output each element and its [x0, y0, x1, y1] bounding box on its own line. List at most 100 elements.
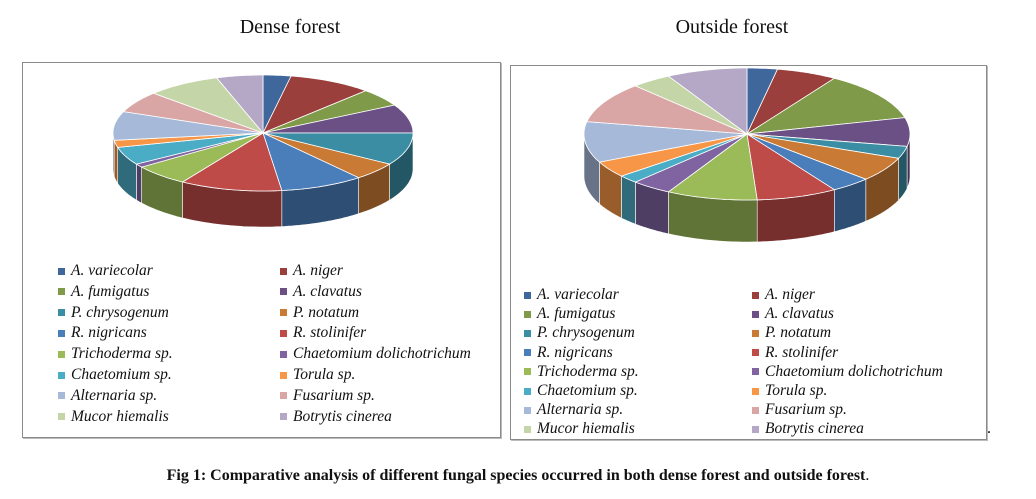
- legend-label: R. nigricans: [537, 343, 613, 361]
- legend-label: R. stolinifer: [293, 324, 367, 342]
- legend-label: P. chrysogenum: [71, 303, 169, 321]
- legend-label: A. variecolar: [537, 286, 619, 303]
- legend-item-a-variecolar: A. variecolar: [524, 286, 619, 304]
- legend-swatch: [280, 309, 287, 317]
- legend-item-torula-sp: Torula sp.: [280, 366, 355, 384]
- legend-item-a-clavatus: A. clavatus: [280, 283, 362, 301]
- legend-label: Chaetomium sp.: [71, 366, 172, 383]
- legend-item-r-nigricans: R. nigricans: [524, 344, 613, 362]
- pie-slice-botrytis-cinerea: [667, 67, 748, 135]
- legend-swatch: [280, 371, 287, 379]
- pie-slice-alternaria-sp: [583, 121, 748, 163]
- legend-swatch: [58, 392, 65, 400]
- legend-item-a-fumigatus: A. fumigatus: [58, 283, 149, 301]
- pie-slice-a-clavatus: [262, 104, 414, 134]
- legend-swatch: [524, 310, 531, 318]
- legend-item-p-chrysogenum: P. chrysogenum: [58, 304, 169, 322]
- legend-label: A. fumigatus: [71, 282, 150, 300]
- legend-label: Fusarium sp.: [765, 401, 847, 419]
- legend-item-mucor-hiemalis: Mucor hiemalis: [524, 420, 635, 438]
- legend-label: A. niger: [293, 262, 343, 279]
- pie-slice-a-clavatus: [746, 117, 911, 147]
- legend-item-chaetomium-dolichotrichum: Chaetomium dolichotrichum: [280, 345, 471, 363]
- legend-swatch: [58, 267, 65, 275]
- legend-item-chaetomium-sp: Chaetomium sp.: [58, 366, 172, 384]
- pie-slice-trichoderma-sp: [140, 132, 264, 183]
- legend-swatch: [752, 329, 759, 337]
- pie-slice-chaetomium-dolichotrichum: [135, 132, 264, 168]
- legend-swatch: [58, 371, 65, 379]
- pie-slice-a-niger: [262, 75, 367, 134]
- legend-swatch: [752, 349, 759, 357]
- legend-label: Mucor hiemalis: [71, 407, 169, 425]
- legend-item-r-nigricans: R. nigricans: [58, 324, 147, 342]
- legend-label: Mucor hiemalis: [537, 420, 635, 438]
- pie-slice-p-chrysogenum: [262, 132, 414, 165]
- legend-item-botrytis-cinerea: Botrytis cinerea: [752, 420, 864, 438]
- legend-label: Torula sp.: [765, 382, 828, 399]
- pie-slice-r-nigricans: [262, 132, 360, 191]
- legend-swatch: [58, 329, 65, 337]
- legend-item-p-notatum: P. notatum: [752, 324, 831, 342]
- legend-item-a-niger: A. niger: [752, 286, 815, 304]
- legend-swatch: [524, 329, 531, 337]
- legend-label: A. clavatus: [293, 282, 362, 300]
- legend-label: P. notatum: [765, 324, 832, 342]
- pie-slice-trichoderma-sp: [667, 133, 758, 201]
- chart-frame-outside: [510, 65, 987, 440]
- pie-slice-a-niger: [746, 68, 836, 136]
- chart-title-dense: Dense forest: [239, 16, 341, 38]
- legend-label: R. nigricans: [71, 324, 147, 342]
- legend-swatch: [752, 387, 759, 395]
- pie-slice-r-stolinifer: [746, 133, 836, 201]
- legend-label: Chaetomium sp.: [537, 382, 638, 399]
- caption-text: Fig 1: Comparative analysis of different…: [166, 467, 866, 484]
- legend-swatch: [58, 350, 65, 358]
- pie-slice-mucor-hiemalis: [152, 77, 265, 134]
- legend-item-a-clavatus: A. clavatus: [752, 305, 834, 323]
- pie-slice-p-notatum: [746, 133, 900, 180]
- legend-item-p-chrysogenum: P. chrysogenum: [524, 324, 635, 342]
- legend-label: A. fumigatus: [537, 305, 616, 323]
- legend-swatch: [280, 350, 287, 358]
- pie-slice-a-fumigatus: [746, 77, 906, 135]
- pie-slice-p-notatum: [262, 132, 391, 179]
- legend-label: P. notatum: [293, 303, 360, 321]
- legend-swatch: [280, 267, 287, 275]
- legend-swatch: [524, 425, 531, 433]
- legend-label: Chaetomium dolichotrichum: [293, 345, 471, 363]
- pie-slice-torula-sp: [598, 133, 748, 177]
- pie-slice-fusarium-sp: [122, 92, 264, 134]
- legend-swatch: [752, 425, 759, 433]
- legend-item-fusarium-sp: Fusarium sp.: [280, 387, 375, 405]
- legend-swatch: [524, 406, 531, 414]
- legend-label: Torula sp.: [293, 366, 356, 383]
- legend-item-a-variecolar: A. variecolar: [58, 262, 153, 280]
- chart-frame-dense: [22, 62, 501, 438]
- pie-side-chaetomium-sp: [621, 175, 636, 225]
- legend-item-alternaria-sp: Alternaria sp.: [524, 401, 623, 419]
- pie-slice-chaetomium-dolichotrichum: [634, 133, 748, 193]
- legend-swatch: [524, 387, 531, 395]
- legend-swatch: [58, 413, 65, 421]
- legend-item-torula-sp: Torula sp.: [752, 382, 827, 400]
- legend-item-fusarium-sp: Fusarium sp.: [752, 401, 847, 419]
- pie-slice-r-stolinifer: [181, 132, 283, 192]
- legend-label: Trichoderma sp.: [537, 362, 639, 380]
- legend-item-r-stolinifer: R. stolinifer: [752, 344, 838, 362]
- legend-swatch: [280, 413, 287, 421]
- legend-item-mucor-hiemalis: Mucor hiemalis: [58, 408, 169, 426]
- pie-slice-chaetomium-sp: [116, 132, 264, 165]
- legend-item-p-notatum: P. notatum: [280, 304, 359, 322]
- chart-title-outside: Outside forest: [675, 16, 789, 38]
- legend-label: A. variecolar: [71, 262, 153, 279]
- legend-label: Fusarium sp.: [293, 386, 375, 404]
- pie-slice-a-fumigatus: [262, 90, 396, 134]
- legend-item-a-niger: A. niger: [280, 262, 343, 280]
- legend-label: R. stolinifer: [765, 343, 839, 361]
- legend-swatch: [524, 349, 531, 357]
- legend-swatch: [280, 288, 287, 296]
- pie-side-chaetomium-dolichotrichum: [136, 163, 142, 204]
- legend-label: Botrytis cinerea: [765, 420, 864, 438]
